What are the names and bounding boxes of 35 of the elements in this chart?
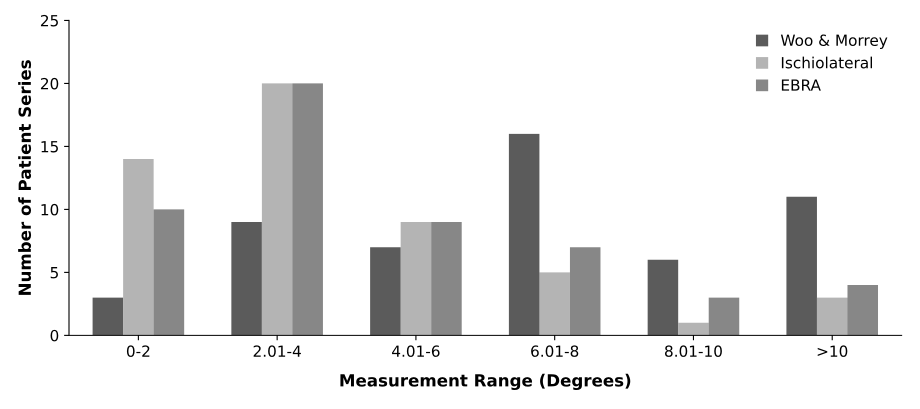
x-tick-label: >10	[818, 345, 848, 357]
bar	[847, 284, 878, 336]
bar	[292, 83, 323, 336]
y-axis-title: Number of Patient Series	[18, 60, 32, 295]
bar	[708, 298, 740, 336]
bar	[786, 196, 817, 336]
x-tick-label: 2.01-4	[254, 345, 301, 357]
bar	[231, 222, 262, 336]
legend-label: EBRA	[782, 80, 821, 91]
bar	[400, 222, 432, 336]
bar	[154, 209, 184, 336]
x-axis-title: Measurement Range (Degrees)	[340, 374, 630, 390]
legend-label: Ischiolateral	[782, 56, 872, 68]
bar	[431, 222, 462, 336]
y-tick-label: 5	[50, 267, 58, 278]
x-tick-label: 8.01-10	[665, 345, 722, 357]
x-tick-label: 6.01-8	[531, 345, 578, 357]
legend-label: Woo & Morrey	[780, 34, 888, 49]
y-tick-label: 20	[40, 78, 58, 90]
bar	[370, 247, 401, 336]
bar	[123, 159, 154, 336]
y-tick-label: 15	[42, 141, 58, 152]
bar	[92, 298, 124, 336]
bar	[816, 298, 848, 336]
y-tick-label: 10	[42, 204, 58, 216]
bar	[648, 260, 678, 336]
bar	[262, 83, 292, 336]
x-tick-label: 0-2	[126, 345, 150, 357]
bar	[678, 322, 709, 336]
bar	[508, 134, 540, 336]
bar	[570, 247, 600, 336]
x-tick-label: 4.01-6	[392, 345, 440, 357]
bar	[539, 272, 570, 336]
y-tick-label: 25	[40, 14, 58, 26]
y-tick-label: 0	[50, 330, 58, 342]
